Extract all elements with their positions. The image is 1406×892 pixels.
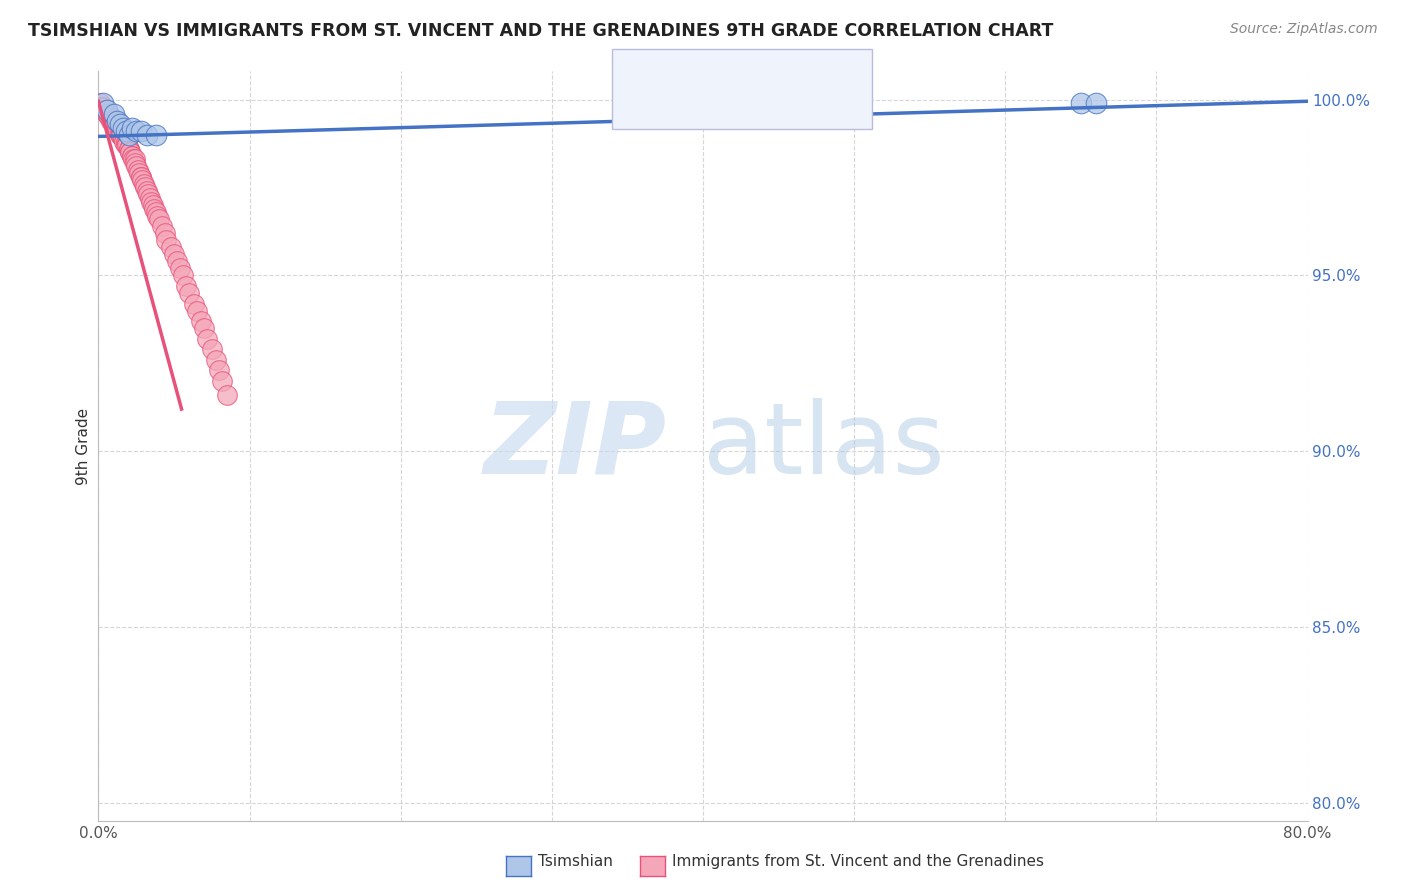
Point — [125, 124, 148, 138]
Point — [105, 113, 128, 128]
Point — [96, 106, 118, 120]
Point — [111, 131, 134, 145]
Point — [107, 124, 129, 138]
Point — [1085, 95, 1108, 110]
Point — [108, 117, 131, 131]
Point — [135, 128, 157, 142]
Point — [146, 209, 169, 223]
Point — [111, 131, 134, 145]
Point — [121, 149, 143, 163]
Point — [96, 106, 118, 120]
Point — [120, 145, 142, 160]
Point — [103, 117, 125, 131]
Point — [211, 374, 233, 388]
Text: ZIP: ZIP — [484, 398, 666, 494]
Text: Immigrants from St. Vincent and the Grenadines: Immigrants from St. Vincent and the Gren… — [672, 855, 1045, 869]
Point — [105, 120, 128, 135]
Point — [112, 135, 135, 149]
Point — [114, 135, 136, 149]
Point — [111, 120, 134, 135]
Point — [215, 388, 238, 402]
Point — [90, 99, 112, 113]
Point — [118, 142, 141, 156]
Point — [127, 162, 149, 177]
Point — [205, 352, 228, 367]
Point — [132, 177, 155, 191]
Point — [190, 314, 212, 328]
Text: TSIMSHIAN VS IMMIGRANTS FROM ST. VINCENT AND THE GRENADINES 9TH GRADE CORRELATIO: TSIMSHIAN VS IMMIGRANTS FROM ST. VINCENT… — [28, 22, 1053, 40]
Point — [169, 261, 191, 276]
Point — [195, 332, 218, 346]
Point — [172, 268, 194, 283]
Text: R = 0.247   N = 15: R = 0.247 N = 15 — [658, 63, 828, 81]
Point — [89, 95, 111, 110]
Point — [139, 191, 162, 205]
Text: Tsimshian: Tsimshian — [538, 855, 613, 869]
Point — [163, 247, 186, 261]
Point — [155, 233, 177, 247]
Point — [142, 198, 165, 212]
Text: Source: ZipAtlas.com: Source: ZipAtlas.com — [1230, 22, 1378, 37]
Point — [1070, 95, 1092, 110]
Point — [124, 153, 146, 167]
Point — [105, 120, 128, 135]
Point — [96, 103, 118, 117]
Point — [118, 142, 141, 156]
Text: atlas: atlas — [703, 398, 945, 494]
Point — [201, 343, 224, 357]
Point — [104, 117, 127, 131]
Point — [174, 279, 197, 293]
Point — [110, 128, 132, 142]
Point — [103, 117, 125, 131]
Point — [121, 120, 143, 135]
Point — [125, 159, 148, 173]
Point — [128, 166, 150, 180]
Point — [101, 113, 124, 128]
Y-axis label: 9th Grade: 9th Grade — [76, 408, 91, 484]
Point — [179, 285, 201, 300]
Point — [110, 128, 132, 142]
Point — [115, 138, 138, 153]
Point — [120, 145, 142, 160]
Point — [208, 363, 231, 377]
Point — [148, 212, 170, 227]
Point — [93, 103, 115, 117]
Point — [98, 110, 121, 124]
Point — [145, 128, 167, 142]
Point — [100, 110, 122, 124]
Point — [131, 173, 153, 187]
Point — [136, 187, 159, 202]
Point — [186, 303, 208, 318]
Point — [160, 240, 183, 254]
Point — [91, 95, 114, 110]
Point — [150, 219, 173, 234]
Point — [91, 99, 114, 113]
Point — [145, 205, 167, 219]
Point — [118, 128, 141, 142]
Point — [122, 153, 145, 167]
Point — [193, 321, 215, 335]
Point — [129, 169, 152, 184]
Point — [100, 113, 122, 128]
Point — [129, 124, 152, 138]
Point — [143, 202, 166, 216]
Point — [108, 128, 131, 142]
Point — [124, 156, 146, 170]
Point — [166, 254, 188, 268]
Point — [108, 124, 131, 138]
Point — [183, 296, 205, 310]
Point — [114, 124, 136, 138]
Point — [114, 138, 136, 153]
Point — [94, 103, 117, 117]
Point — [153, 226, 176, 240]
Point — [121, 149, 143, 163]
Point — [129, 169, 152, 184]
Point — [141, 194, 163, 209]
Point — [134, 180, 156, 194]
Text: R = 0.321   N = 73: R = 0.321 N = 73 — [658, 96, 828, 114]
Point — [135, 184, 157, 198]
Point — [103, 106, 125, 120]
